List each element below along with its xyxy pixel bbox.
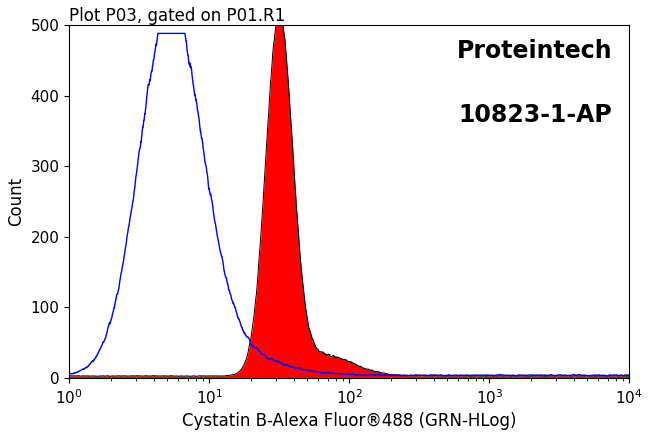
Text: Plot P03, gated on P01.R1: Plot P03, gated on P01.R1 xyxy=(69,7,285,25)
Text: Proteintech: Proteintech xyxy=(457,39,612,63)
Text: 10823-1-AP: 10823-1-AP xyxy=(459,103,612,127)
X-axis label: Cystatin B-Alexa Fluor®488 (GRN-HLog): Cystatin B-Alexa Fluor®488 (GRN-HLog) xyxy=(182,412,517,430)
Y-axis label: Count: Count xyxy=(7,177,25,226)
